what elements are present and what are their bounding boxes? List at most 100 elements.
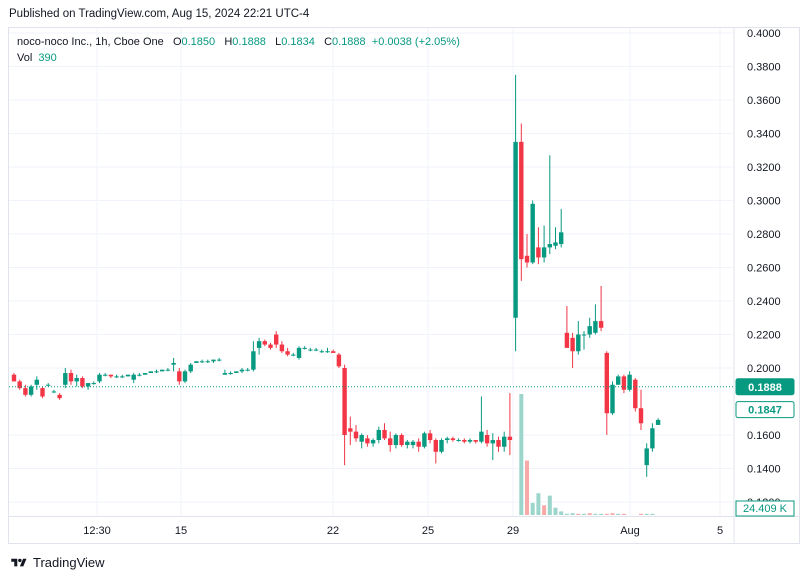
candle-body — [85, 383, 91, 387]
candle-body — [422, 433, 427, 447]
volume-bar — [525, 460, 529, 515]
candle-body — [211, 359, 216, 362]
candle-body — [262, 341, 267, 345]
y-tick-label: 0.2800 — [747, 229, 781, 241]
candle-body — [256, 341, 262, 348]
candle-body — [188, 364, 193, 372]
candle-body — [279, 344, 285, 352]
candle-body — [296, 347, 302, 358]
y-tick-label: 0.3200 — [747, 162, 781, 174]
candle-body — [610, 384, 615, 414]
candle-body — [245, 369, 250, 371]
candle-body — [131, 374, 136, 380]
candle-body — [342, 368, 347, 435]
candle-body — [564, 332, 570, 348]
volume-bar — [639, 513, 643, 515]
candle-body — [291, 354, 296, 356]
candle-body — [479, 431, 484, 442]
candle-body — [427, 433, 433, 441]
y-tick-label: 0.2000 — [747, 363, 781, 375]
candle-body — [228, 373, 233, 375]
symbol-label: noco-noco Inc., 1h, Cboe One — [17, 36, 164, 48]
candle-body — [348, 428, 353, 432]
candle-body — [376, 429, 381, 441]
volume-bar — [582, 513, 586, 515]
candle-body — [274, 334, 279, 345]
candle-body — [51, 391, 57, 393]
candle-body — [416, 441, 421, 447]
volume-bar — [616, 513, 621, 515]
candle-body — [604, 352, 609, 414]
candle-body — [439, 440, 444, 452]
candle-body — [308, 349, 313, 351]
candle-body — [285, 351, 290, 355]
tradingview-logo-icon — [11, 558, 27, 566]
x-tick-label: Aug — [620, 525, 640, 537]
volume-legend: Vol 390 — [17, 52, 57, 64]
candle-body — [513, 141, 518, 318]
close-label: C — [324, 36, 333, 48]
candle-body — [467, 440, 473, 442]
volume-bar — [559, 511, 564, 515]
candle-body — [97, 374, 102, 382]
prev-close-label-box — [735, 401, 795, 419]
candle-body — [365, 438, 370, 444]
candle-body — [217, 359, 222, 361]
volume-bar — [576, 513, 581, 515]
tradingview-brand[interactable]: TradingView — [10, 555, 105, 570]
candle-body — [593, 321, 598, 333]
candle-body — [57, 394, 62, 399]
volume-bar — [547, 495, 552, 515]
volume-bar — [542, 505, 547, 515]
candle-body — [353, 431, 359, 439]
candle-body — [125, 374, 131, 377]
candle-body — [40, 388, 45, 397]
candle-body — [91, 383, 96, 385]
open-label: O — [172, 36, 182, 48]
close-value: 0.1888 — [332, 36, 366, 48]
candle-body — [359, 435, 364, 442]
volume-bar — [621, 513, 626, 515]
x-tick-label: 25 — [422, 525, 434, 537]
y-tick-label: 0.1600 — [747, 430, 781, 442]
y-tick-label: 0.3400 — [747, 129, 781, 141]
candle-body — [331, 351, 336, 353]
last-price-label-box — [735, 378, 795, 396]
candle-body — [34, 379, 39, 385]
candle-body — [621, 376, 627, 390]
candle-body — [63, 373, 68, 385]
candle-body — [519, 141, 524, 260]
x-tick-label: 12:30 — [83, 525, 111, 537]
candle-body — [234, 371, 239, 374]
candle-body — [638, 408, 644, 424]
candle-body — [171, 362, 176, 365]
volume-bar — [519, 394, 524, 515]
candle-body — [199, 361, 205, 363]
candle-body — [370, 440, 376, 444]
candle-body — [559, 232, 564, 245]
candle-body — [154, 371, 159, 373]
published-caption: Published on TradingView.com, Aug 15, 20… — [9, 8, 310, 20]
candle-body — [114, 376, 119, 378]
volume-bar — [599, 513, 604, 515]
candle-body — [530, 203, 535, 263]
candle-body — [194, 361, 199, 363]
prev-close-label: 0.1847 — [748, 405, 782, 417]
candle-body — [536, 247, 541, 258]
candle-body — [46, 384, 51, 386]
last-price-label: 0.1888 — [748, 382, 782, 394]
candle-body — [633, 379, 638, 409]
candle-body — [74, 378, 79, 382]
candle-body — [28, 386, 34, 395]
candle-body — [393, 435, 399, 446]
candle-body — [165, 369, 171, 371]
candle-body — [541, 247, 547, 258]
candle-body — [496, 440, 501, 447]
x-tick-label: 22 — [327, 525, 339, 537]
candle-body — [302, 347, 307, 349]
candle-body — [490, 440, 495, 444]
brand-label: TradingView — [33, 555, 105, 570]
y-tick-label: 0.3800 — [747, 62, 781, 74]
volume-bar — [530, 502, 535, 515]
